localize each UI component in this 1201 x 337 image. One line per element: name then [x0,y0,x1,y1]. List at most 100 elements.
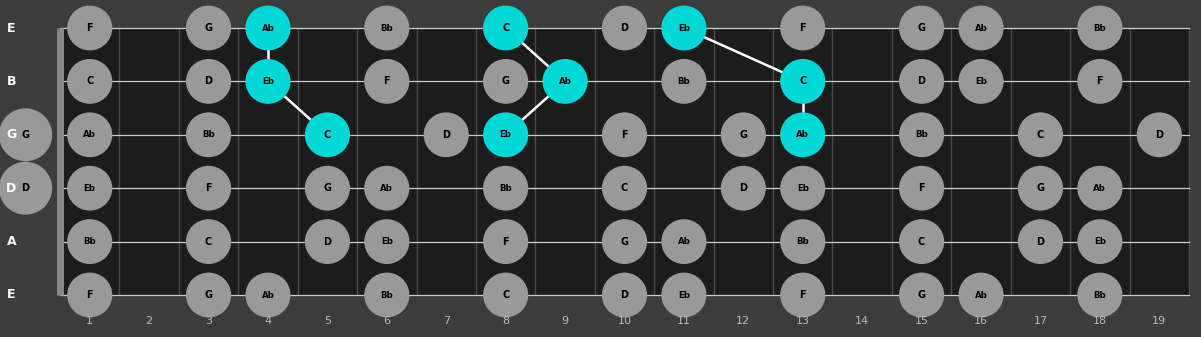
Ellipse shape [1018,219,1063,264]
Ellipse shape [67,166,112,211]
Ellipse shape [0,162,52,215]
Text: Eb: Eb [1094,237,1106,246]
Ellipse shape [1077,219,1123,264]
Ellipse shape [186,273,231,317]
Ellipse shape [67,273,112,317]
Ellipse shape [245,6,291,51]
Text: F: F [919,183,925,193]
Ellipse shape [543,59,587,104]
Text: D: D [621,290,628,300]
Text: G: G [502,76,509,86]
Text: 16: 16 [974,316,988,326]
Ellipse shape [662,273,706,317]
Ellipse shape [483,273,528,317]
Ellipse shape [721,166,766,211]
Text: F: F [205,183,211,193]
Bar [60,28,1189,295]
Ellipse shape [483,59,528,104]
Text: C: C [324,130,331,140]
Text: 7: 7 [443,316,450,326]
Text: C: C [1036,130,1044,140]
Text: Ab: Ab [677,237,691,246]
Text: C: C [502,23,509,33]
Text: F: F [502,237,509,247]
Text: G: G [204,23,213,33]
Text: Bb: Bb [381,24,393,32]
Text: Ab: Ab [1093,184,1106,193]
Text: 8: 8 [502,316,509,326]
Text: Ab: Ab [83,130,96,139]
Ellipse shape [186,6,231,51]
Text: 17: 17 [1033,316,1047,326]
Text: D: D [6,182,17,195]
Text: G: G [918,290,926,300]
Text: F: F [383,76,390,86]
Text: 15: 15 [915,316,928,326]
Text: G: G [22,130,30,140]
Ellipse shape [1077,273,1123,317]
Text: C: C [799,76,806,86]
Text: Eb: Eb [796,184,808,193]
Ellipse shape [245,273,291,317]
Ellipse shape [958,6,1004,51]
Text: D: D [740,183,747,193]
Text: 19: 19 [1152,316,1166,326]
Ellipse shape [662,6,706,51]
Text: Ab: Ab [558,77,572,86]
Ellipse shape [483,112,528,157]
Text: 10: 10 [617,316,632,326]
Text: D: D [204,76,213,86]
Ellipse shape [483,219,528,264]
Text: 14: 14 [855,316,870,326]
Text: G: G [204,290,213,300]
Ellipse shape [305,166,349,211]
Text: C: C [502,290,509,300]
Text: A: A [6,235,16,248]
Ellipse shape [1077,166,1123,211]
Text: 9: 9 [562,316,568,326]
Ellipse shape [483,6,528,51]
Text: F: F [86,23,92,33]
Text: G: G [6,128,17,141]
Text: Bb: Bb [915,130,928,139]
Ellipse shape [958,273,1004,317]
Text: Ab: Ab [974,24,987,32]
Text: 5: 5 [324,316,331,326]
Text: E: E [7,22,16,34]
Ellipse shape [67,6,112,51]
Ellipse shape [305,112,349,157]
Text: D: D [1155,130,1164,140]
Text: Ab: Ab [974,290,987,300]
Ellipse shape [781,219,825,264]
Text: Eb: Eb [381,237,393,246]
Text: D: D [621,23,628,33]
Ellipse shape [1077,59,1123,104]
Text: G: G [1036,183,1045,193]
Ellipse shape [721,112,766,157]
Text: B: B [6,75,16,88]
Text: G: G [918,23,926,33]
Ellipse shape [364,166,410,211]
Ellipse shape [781,59,825,104]
Text: 12: 12 [736,316,751,326]
Ellipse shape [67,219,112,264]
Ellipse shape [900,273,944,317]
Text: Eb: Eb [262,77,274,86]
Text: E: E [7,288,16,302]
Text: F: F [621,130,628,140]
Ellipse shape [602,166,647,211]
Ellipse shape [483,166,528,211]
Text: G: G [740,130,747,140]
Text: Ab: Ab [796,130,809,139]
Ellipse shape [305,219,349,264]
Ellipse shape [781,6,825,51]
Ellipse shape [900,219,944,264]
Ellipse shape [781,166,825,211]
Ellipse shape [1077,6,1123,51]
Text: 11: 11 [677,316,691,326]
Ellipse shape [186,112,231,157]
Ellipse shape [602,6,647,51]
Ellipse shape [958,59,1004,104]
Text: Bb: Bb [83,237,96,246]
Ellipse shape [900,59,944,104]
